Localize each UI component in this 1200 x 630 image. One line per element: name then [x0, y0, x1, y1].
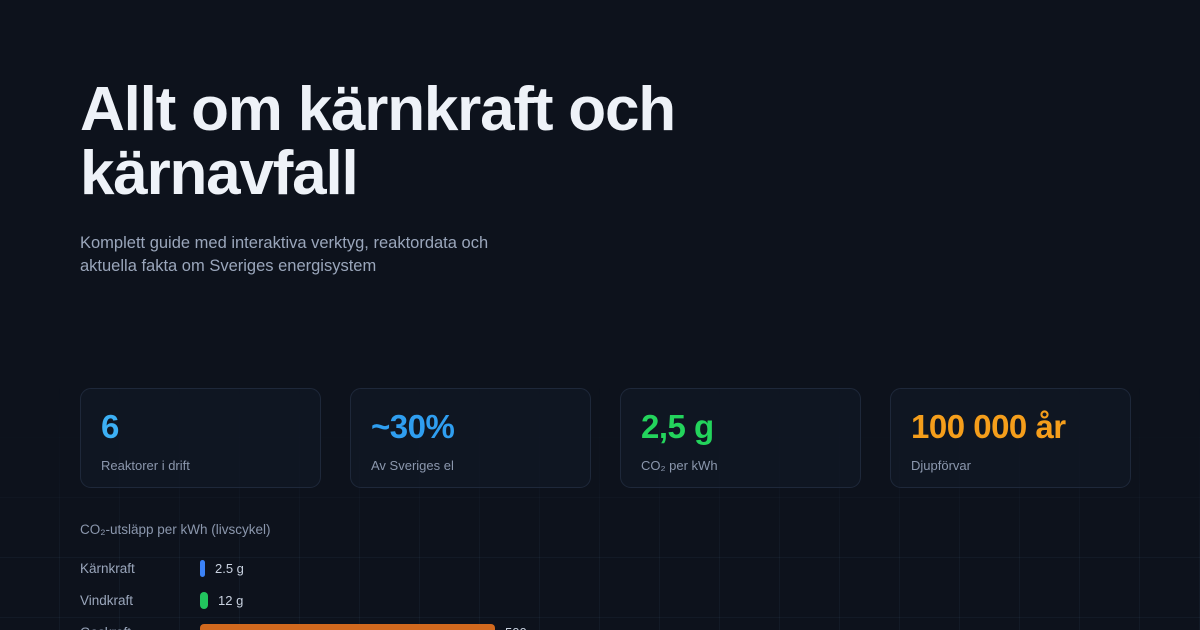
page-subtitle: Komplett guide med interaktiva verktyg, …	[80, 234, 489, 275]
stat-value: ~30%	[371, 408, 455, 445]
chart-bar	[200, 623, 495, 630]
stat-card-share-of-electricity: ~30% Av Sveriges el	[350, 388, 591, 488]
stat-card-deep-repository: 100 000 år Djupförvar	[890, 388, 1131, 488]
poster-page: Allt om kärnkraft och kärnavfall Komplet…	[0, 78, 1200, 630]
chart-bar-track: 2.5 g	[200, 559, 1120, 577]
chart-bar	[200, 559, 205, 577]
page-title: Allt om kärnkraft och kärnavfall	[80, 75, 676, 208]
stat-label: Djupförvar	[911, 458, 971, 473]
chart-row-label: Vindkraft	[80, 592, 134, 608]
stat-value: 100 000 år	[911, 408, 1066, 445]
chart-bar-track: 500 g	[200, 623, 1120, 630]
stat-label: Av Sveriges el	[371, 458, 454, 473]
chart-bar-track: 12 g	[200, 591, 1120, 609]
stat-card-row: 6 Reaktorer i drift ~30% Av Sveriges el …	[80, 388, 1131, 488]
chart-bar	[200, 591, 208, 609]
chart-bar-value: 500 g	[505, 625, 538, 630]
stat-label: CO₂ per kWh	[641, 458, 718, 473]
chart-row-label: Kärnkraft	[80, 560, 135, 576]
stat-card-co2-per-kwh: 2,5 g CO₂ per kWh	[620, 388, 861, 488]
stat-card-reactors: 6 Reaktorer i drift	[80, 388, 321, 488]
stat-value: 6	[101, 408, 119, 445]
chart-title: CO₂-utsläpp per kWh (livscykel)	[80, 522, 271, 537]
chart-row: Kärnkraft 2.5 g	[80, 552, 1120, 584]
chart-bar-value: 2.5 g	[215, 560, 244, 576]
stat-value: 2,5 g	[641, 408, 714, 445]
chart-row: Gaskraft 500 g	[80, 616, 1120, 630]
chart-row-label: Gaskraft	[80, 625, 200, 630]
chart-row: Vindkraft 12 g	[80, 584, 1120, 616]
chart-bar-value: 12 g	[218, 592, 244, 608]
co2-bar-chart: CO₂-utsläpp per kWh (livscykel) Kärnkraf…	[80, 522, 1120, 630]
stat-label: Reaktorer i drift	[101, 458, 190, 473]
